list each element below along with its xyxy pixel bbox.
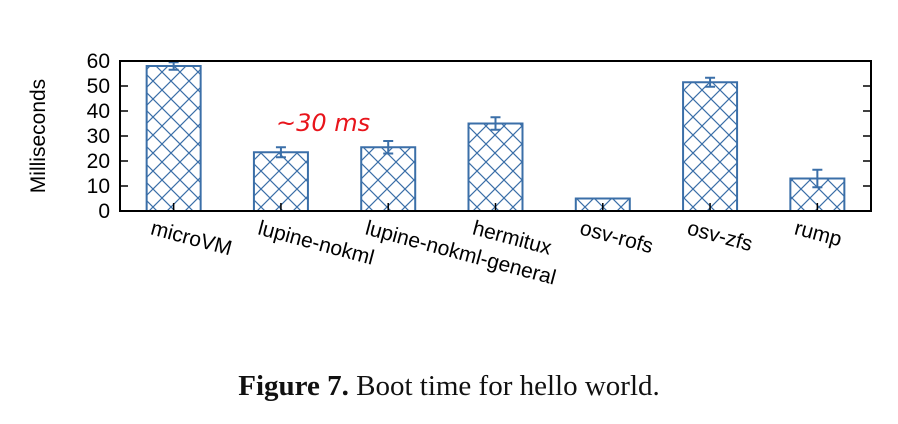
bar bbox=[682, 81, 739, 212]
category-label: microVM bbox=[148, 217, 234, 261]
caption-label: Figure 7. bbox=[238, 370, 349, 402]
figure-caption: Figure 7. Boot time for hello world. bbox=[0, 370, 898, 403]
y-axis-label: Milliseconds bbox=[27, 79, 50, 193]
category-label: lupine-nokml bbox=[256, 217, 377, 270]
y-tick-label: 0 bbox=[98, 200, 110, 223]
bar bbox=[467, 122, 524, 212]
caption-text: Boot time for hello world. bbox=[356, 370, 660, 402]
y-tick-label: 50 bbox=[87, 75, 110, 98]
plot-frame bbox=[119, 60, 872, 212]
y-tick-label: 10 bbox=[87, 175, 110, 198]
category-label: osv-rofs bbox=[577, 217, 655, 259]
y-tick-label: 60 bbox=[87, 50, 110, 73]
bar bbox=[252, 151, 309, 212]
category-label: osv-zfs bbox=[685, 217, 755, 256]
bar bbox=[360, 146, 417, 212]
bar bbox=[145, 65, 202, 212]
y-tick-label: 20 bbox=[87, 150, 110, 173]
y-tick-label: 40 bbox=[87, 100, 110, 123]
annotation-note: ~30 ms bbox=[276, 109, 370, 137]
y-tick-label: 30 bbox=[87, 125, 110, 148]
category-label: rump bbox=[792, 217, 844, 252]
